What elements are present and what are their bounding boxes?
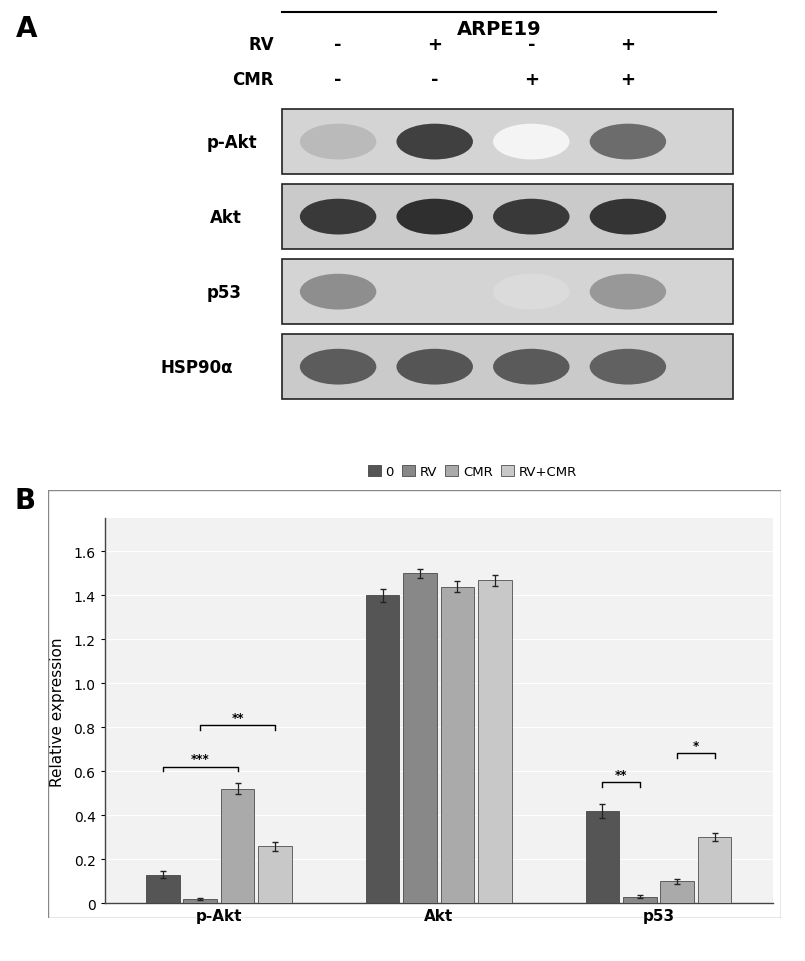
Bar bbox=[660, 881, 694, 903]
Ellipse shape bbox=[493, 350, 569, 385]
Text: +: + bbox=[621, 71, 635, 89]
Text: A: A bbox=[16, 15, 38, 43]
Text: **: ** bbox=[615, 768, 627, 781]
Text: -: - bbox=[334, 71, 342, 89]
Text: Akt: Akt bbox=[209, 209, 242, 227]
Bar bbox=[282, 334, 733, 400]
Ellipse shape bbox=[396, 350, 473, 385]
Ellipse shape bbox=[396, 200, 473, 235]
Text: ARPE19: ARPE19 bbox=[456, 20, 542, 39]
Text: *: * bbox=[693, 739, 699, 752]
Text: B: B bbox=[14, 486, 35, 514]
Text: +: + bbox=[621, 36, 635, 54]
Text: -: - bbox=[431, 71, 439, 89]
Bar bbox=[282, 185, 733, 250]
Ellipse shape bbox=[493, 125, 569, 160]
Legend: 0, RV, CMR, RV+CMR: 0, RV, CMR, RV+CMR bbox=[362, 460, 582, 483]
Y-axis label: Relative expression: Relative expression bbox=[50, 636, 65, 786]
Text: CMR: CMR bbox=[232, 71, 274, 89]
Bar bbox=[184, 899, 217, 903]
Bar bbox=[478, 580, 512, 903]
Bar bbox=[365, 596, 399, 903]
Bar bbox=[586, 811, 619, 903]
Bar bbox=[221, 789, 254, 903]
Ellipse shape bbox=[589, 200, 666, 235]
Ellipse shape bbox=[299, 200, 377, 235]
Text: RV: RV bbox=[248, 36, 274, 54]
Ellipse shape bbox=[396, 125, 473, 160]
Text: HSP90α: HSP90α bbox=[161, 358, 233, 377]
Text: ***: *** bbox=[191, 752, 209, 766]
Ellipse shape bbox=[299, 125, 377, 160]
Text: p53: p53 bbox=[207, 283, 241, 302]
Text: -: - bbox=[334, 36, 342, 54]
Ellipse shape bbox=[396, 275, 473, 310]
Text: -: - bbox=[527, 36, 535, 54]
Bar bbox=[282, 259, 733, 325]
Bar bbox=[282, 110, 733, 175]
Bar bbox=[440, 587, 474, 903]
Text: p-Akt: p-Akt bbox=[207, 134, 258, 152]
Ellipse shape bbox=[493, 200, 569, 235]
Ellipse shape bbox=[299, 350, 377, 385]
Text: +: + bbox=[427, 36, 442, 54]
Bar bbox=[403, 574, 437, 903]
Ellipse shape bbox=[299, 275, 377, 310]
Text: +: + bbox=[524, 71, 539, 89]
Ellipse shape bbox=[589, 275, 666, 310]
Bar bbox=[258, 847, 291, 903]
Text: **: ** bbox=[231, 711, 244, 724]
Bar bbox=[698, 837, 732, 903]
Bar bbox=[623, 897, 657, 903]
Bar bbox=[146, 875, 180, 903]
Ellipse shape bbox=[589, 350, 666, 385]
Ellipse shape bbox=[589, 125, 666, 160]
Ellipse shape bbox=[493, 275, 569, 310]
